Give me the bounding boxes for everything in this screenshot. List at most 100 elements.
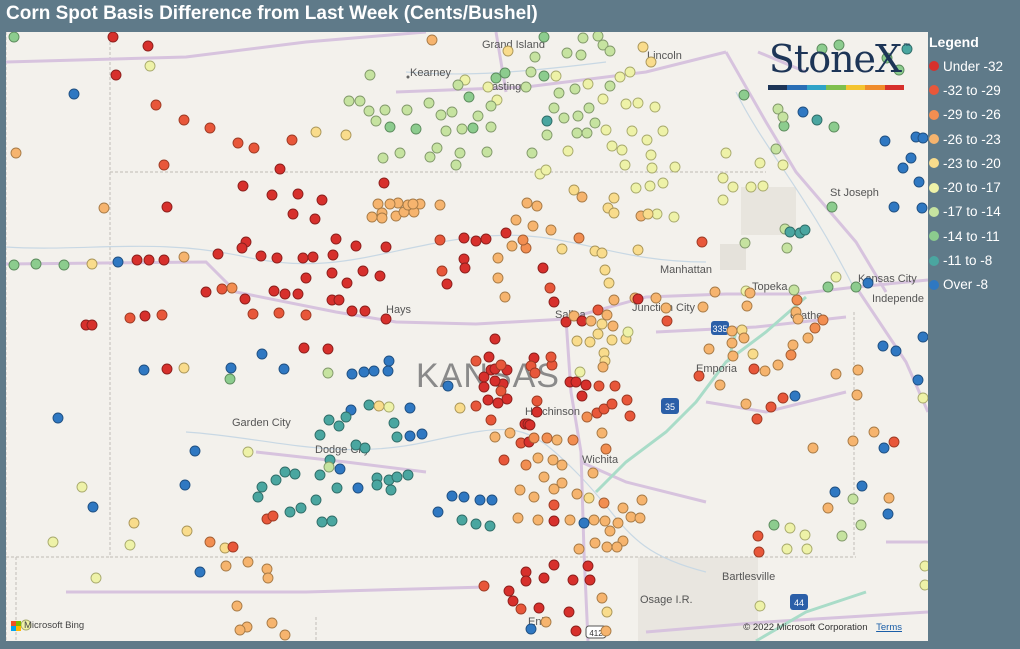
basis-point[interactable] bbox=[575, 49, 587, 61]
basis-point[interactable] bbox=[520, 459, 532, 471]
basis-point[interactable] bbox=[646, 162, 658, 174]
basis-point[interactable] bbox=[881, 52, 893, 64]
basis-point[interactable] bbox=[588, 514, 600, 526]
basis-point[interactable] bbox=[570, 625, 582, 637]
basis-point[interactable] bbox=[239, 293, 251, 305]
basis-point[interactable] bbox=[394, 147, 406, 159]
basis-point[interactable] bbox=[599, 515, 611, 527]
basis-point[interactable] bbox=[521, 197, 533, 209]
basis-point[interactable] bbox=[452, 79, 464, 91]
basis-point[interactable] bbox=[632, 244, 644, 256]
basis-point[interactable] bbox=[273, 307, 285, 319]
basis-point[interactable] bbox=[234, 624, 246, 636]
basis-point[interactable] bbox=[247, 308, 259, 320]
basis-point[interactable] bbox=[784, 522, 796, 534]
basis-point[interactable] bbox=[622, 326, 634, 338]
basis-point[interactable] bbox=[657, 125, 669, 137]
basis-point[interactable] bbox=[740, 398, 752, 410]
basis-point[interactable] bbox=[556, 459, 568, 471]
basis-point[interactable] bbox=[300, 309, 312, 321]
basis-point[interactable] bbox=[434, 199, 446, 211]
basis-point[interactable] bbox=[58, 259, 70, 271]
basis-point[interactable] bbox=[271, 252, 283, 264]
basis-point[interactable] bbox=[268, 285, 280, 297]
basis-point[interactable] bbox=[529, 51, 541, 63]
basis-point[interactable] bbox=[531, 200, 543, 212]
basis-point[interactable] bbox=[326, 267, 338, 279]
basis-point[interactable] bbox=[532, 452, 544, 464]
basis-point[interactable] bbox=[52, 412, 64, 424]
basis-point[interactable] bbox=[426, 34, 438, 46]
basis-point[interactable] bbox=[603, 277, 615, 289]
basis-point[interactable] bbox=[778, 120, 790, 132]
basis-point[interactable] bbox=[576, 315, 588, 327]
basis-point[interactable] bbox=[601, 541, 613, 553]
basis-point[interactable] bbox=[632, 97, 644, 109]
basis-point[interactable] bbox=[572, 110, 584, 122]
basis-point[interactable] bbox=[525, 623, 537, 635]
basis-point[interactable] bbox=[261, 563, 273, 575]
basis-point[interactable] bbox=[600, 443, 612, 455]
basis-point[interactable] bbox=[561, 47, 573, 59]
basis-point[interactable] bbox=[604, 80, 616, 92]
legend-item[interactable]: -32 to -29 bbox=[929, 78, 1020, 102]
basis-point[interactable] bbox=[492, 272, 504, 284]
basis-point[interactable] bbox=[341, 277, 353, 289]
basis-point[interactable] bbox=[401, 104, 413, 116]
basis-point[interactable] bbox=[485, 414, 497, 426]
basis-point[interactable] bbox=[161, 363, 173, 375]
basis-point[interactable] bbox=[578, 517, 590, 529]
basis-point[interactable] bbox=[645, 149, 657, 161]
basis-point[interactable] bbox=[371, 479, 383, 491]
basis-point[interactable] bbox=[442, 380, 454, 392]
basis-point[interactable] bbox=[772, 103, 784, 115]
basis-point[interactable] bbox=[753, 546, 765, 558]
basis-point[interactable] bbox=[550, 70, 562, 82]
basis-point[interactable] bbox=[917, 392, 928, 404]
basis-point[interactable] bbox=[600, 124, 612, 136]
basis-point[interactable] bbox=[757, 180, 769, 192]
basis-point[interactable] bbox=[548, 296, 560, 308]
basis-point[interactable] bbox=[726, 337, 738, 349]
basis-point[interactable] bbox=[440, 125, 452, 137]
basis-point[interactable] bbox=[661, 315, 673, 327]
basis-point[interactable] bbox=[470, 400, 482, 412]
basis-point[interactable] bbox=[577, 32, 589, 44]
basis-point[interactable] bbox=[532, 514, 544, 526]
basis-point[interactable] bbox=[548, 102, 560, 114]
basis-point[interactable] bbox=[256, 348, 268, 360]
basis-point[interactable] bbox=[470, 235, 482, 247]
basis-point[interactable] bbox=[606, 140, 618, 152]
basis-point[interactable] bbox=[583, 102, 595, 114]
basis-point[interactable] bbox=[86, 258, 98, 270]
basis-point[interactable] bbox=[592, 32, 604, 42]
basis-point[interactable] bbox=[893, 64, 905, 76]
basis-point[interactable] bbox=[545, 351, 557, 363]
basis-point[interactable] bbox=[541, 129, 553, 141]
basis-point[interactable] bbox=[30, 258, 42, 270]
basis-point[interactable] bbox=[836, 530, 848, 542]
basis-point[interactable] bbox=[598, 497, 610, 509]
basis-point[interactable] bbox=[333, 420, 345, 432]
basis-point[interactable] bbox=[307, 251, 319, 263]
basis-point[interactable] bbox=[576, 390, 588, 402]
basis-point[interactable] bbox=[178, 251, 190, 263]
basis-point[interactable] bbox=[811, 114, 823, 126]
basis-point[interactable] bbox=[499, 291, 511, 303]
basis-point[interactable] bbox=[309, 213, 321, 225]
basis-point[interactable] bbox=[410, 123, 422, 135]
basis-point[interactable] bbox=[142, 40, 154, 52]
basis-point[interactable] bbox=[589, 537, 601, 549]
basis-point[interactable] bbox=[912, 374, 924, 386]
basis-point[interactable] bbox=[407, 198, 419, 210]
basis-point[interactable] bbox=[495, 385, 507, 397]
basis-point[interactable] bbox=[781, 242, 793, 254]
basis-point[interactable] bbox=[777, 392, 789, 404]
basis-point[interactable] bbox=[569, 83, 581, 95]
basis-point[interactable] bbox=[801, 543, 813, 555]
basis-point[interactable] bbox=[544, 282, 556, 294]
legend-item[interactable]: -26 to -23 bbox=[929, 127, 1020, 151]
legend-item[interactable]: -29 to -26 bbox=[929, 103, 1020, 127]
basis-point[interactable] bbox=[573, 543, 585, 555]
basis-point[interactable] bbox=[404, 402, 416, 414]
